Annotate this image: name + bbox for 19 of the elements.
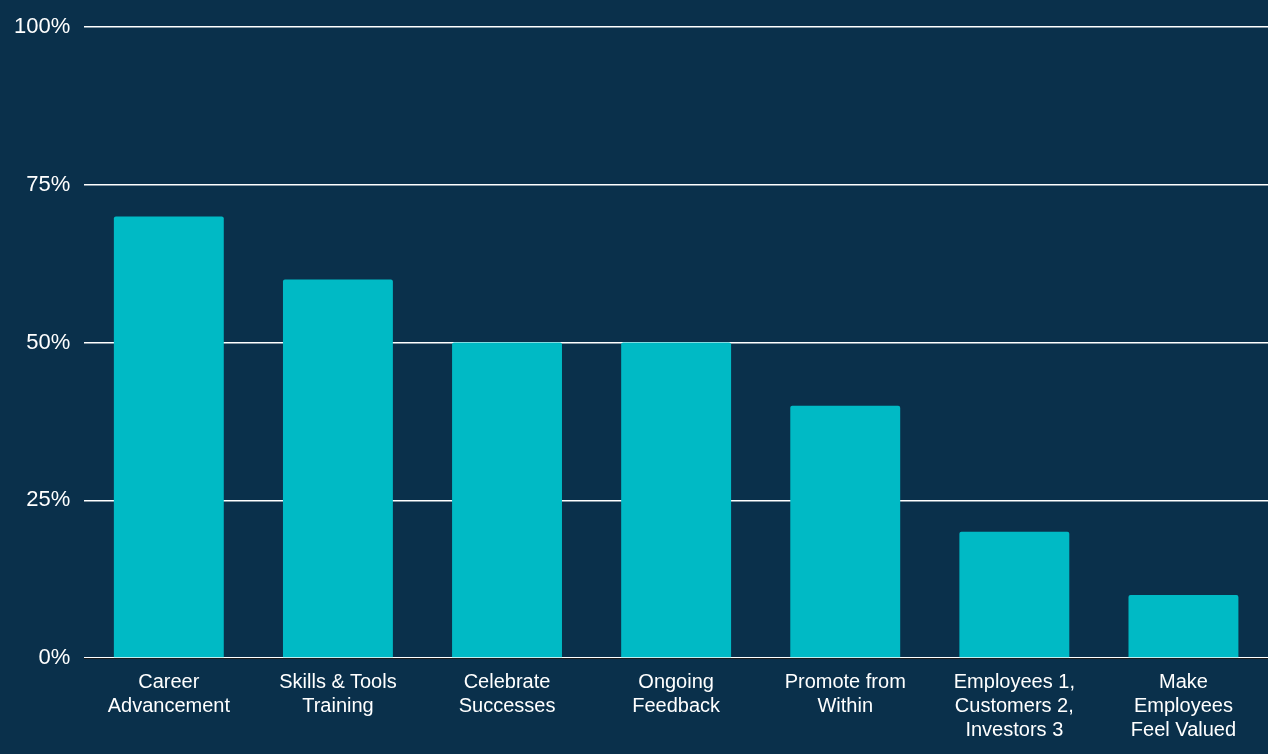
bar: [621, 342, 732, 658]
x-tick-label: Employees 1, Customers 2, Investors 3: [953, 669, 1075, 740]
y-tick-label: 25%: [26, 486, 71, 512]
y-tick-label: 75%: [26, 170, 71, 196]
bar: [282, 279, 393, 658]
x-tick-label: Celebrate Successes: [458, 669, 556, 716]
x-tick-label: Career Advancement: [107, 669, 231, 716]
bar: [959, 531, 1070, 658]
bar: [790, 405, 901, 658]
bar: [1128, 594, 1239, 658]
bar: [452, 342, 562, 658]
x-tick-label: Promote from Within: [784, 669, 906, 716]
y-tick-label: 100%: [13, 13, 71, 39]
y-tick-label: 0%: [38, 644, 71, 670]
x-tick-label: Skills & Tools Training: [279, 669, 397, 716]
y-tick-label: 50%: [26, 328, 71, 354]
x-tick-label: Ongoing Feedback: [632, 669, 722, 716]
x-tick-label: Make Employees Feel Valued: [1130, 669, 1237, 740]
bar: [113, 216, 224, 658]
